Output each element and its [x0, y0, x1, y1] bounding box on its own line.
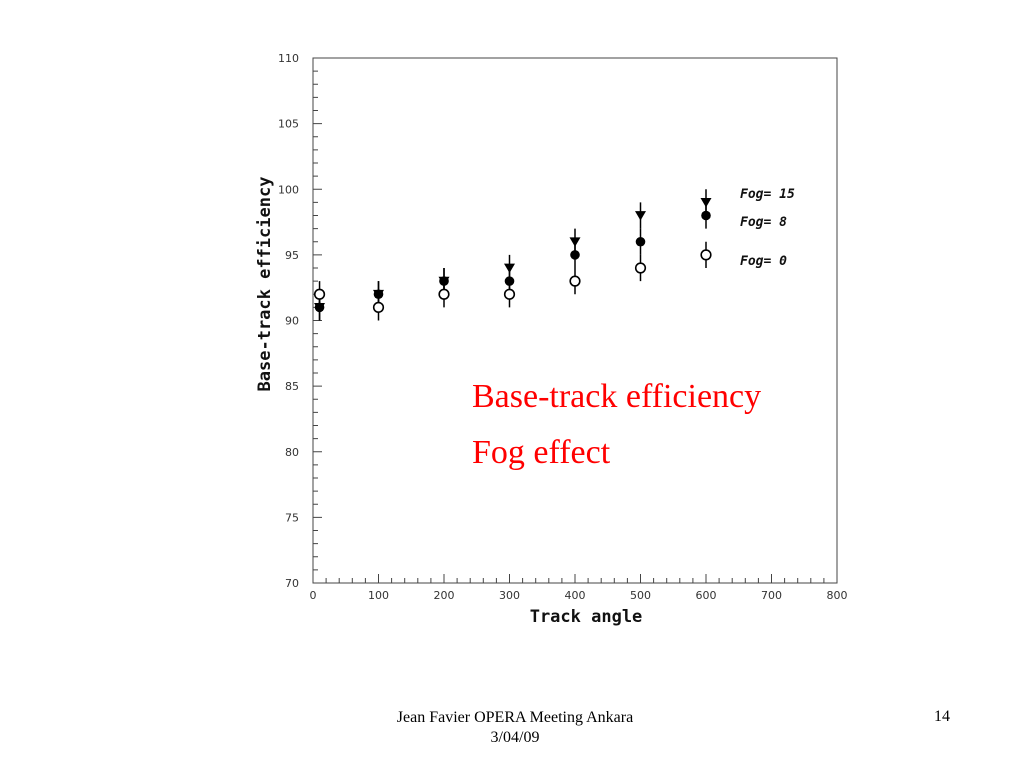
y-tick-label: 90	[285, 315, 299, 328]
data-point	[636, 255, 646, 281]
x-tick-label: 700	[761, 589, 782, 602]
data-point	[636, 229, 646, 255]
ticks: 0 100 200 300 400 500 600 700 800 70 75 80 85 90 95 100…	[278, 52, 848, 602]
y-tick-label: 85	[285, 380, 299, 393]
plot-frame	[313, 58, 837, 583]
y-tick-label: 75	[285, 511, 299, 524]
data-point	[635, 202, 646, 228]
open-circle-marker	[636, 263, 646, 273]
open-circle-marker	[315, 289, 325, 299]
open-circle-marker	[505, 289, 515, 299]
footer-date: 3/04/09	[340, 728, 690, 748]
x-tick-label: 0	[310, 589, 317, 602]
data-point	[439, 281, 449, 307]
legend-label: Fog= 15	[740, 187, 795, 202]
filled-circle-marker	[570, 250, 580, 260]
axes	[313, 58, 837, 583]
x-tick-label: 500	[630, 589, 651, 602]
x-tick-label: 800	[827, 589, 848, 602]
data-point	[505, 281, 515, 307]
open-circle-marker	[439, 289, 449, 299]
y-tick-label: 80	[285, 446, 299, 459]
x-axis-title: Track angle	[530, 607, 643, 627]
filled-circle-marker	[636, 237, 646, 247]
y-tick-label: 100	[278, 183, 299, 196]
y-tick-label: 70	[285, 577, 299, 590]
data-point	[701, 242, 711, 268]
data-point	[570, 242, 580, 268]
y-tick-label: 95	[285, 249, 299, 262]
y-tick-label: 105	[278, 118, 299, 131]
x-tick-label: 200	[434, 589, 455, 602]
y-tick-label: 110	[278, 52, 299, 65]
annotation-fog-effect: Fog effect	[472, 434, 610, 472]
x-tick-label: 100	[368, 589, 389, 602]
open-circle-marker	[570, 276, 580, 286]
x-tick-label: 300	[499, 589, 520, 602]
data-point	[570, 268, 580, 294]
footer-author-meeting: Jean Favier OPERA Meeting Ankara	[340, 708, 690, 728]
legend: Fog= 15 Fog= 8 Fog= 0	[740, 187, 795, 269]
x-tick-label: 600	[696, 589, 717, 602]
x-tick-label: 400	[565, 589, 586, 602]
legend-label: Fog= 8	[740, 215, 787, 230]
legend-label: Fog= 0	[740, 254, 787, 269]
y-axis-title: Base-track efficiency	[255, 177, 275, 392]
page-number: 14	[900, 708, 950, 726]
annotation-base-track-efficiency: Base-track efficiency	[472, 378, 761, 416]
data-points	[314, 189, 711, 320]
triangle-marker	[635, 211, 646, 220]
open-circle-marker	[701, 250, 711, 260]
data-point	[374, 294, 384, 320]
efficiency-chart: 0 100 200 300 400 500 600 700 800 70 75 80 85 90 95 100…	[0, 0, 1024, 700]
open-circle-marker	[374, 303, 384, 313]
data-point	[701, 202, 711, 228]
filled-circle-marker	[701, 211, 711, 221]
footer-info: Jean Favier OPERA Meeting Ankara 3/04/09	[340, 708, 690, 748]
